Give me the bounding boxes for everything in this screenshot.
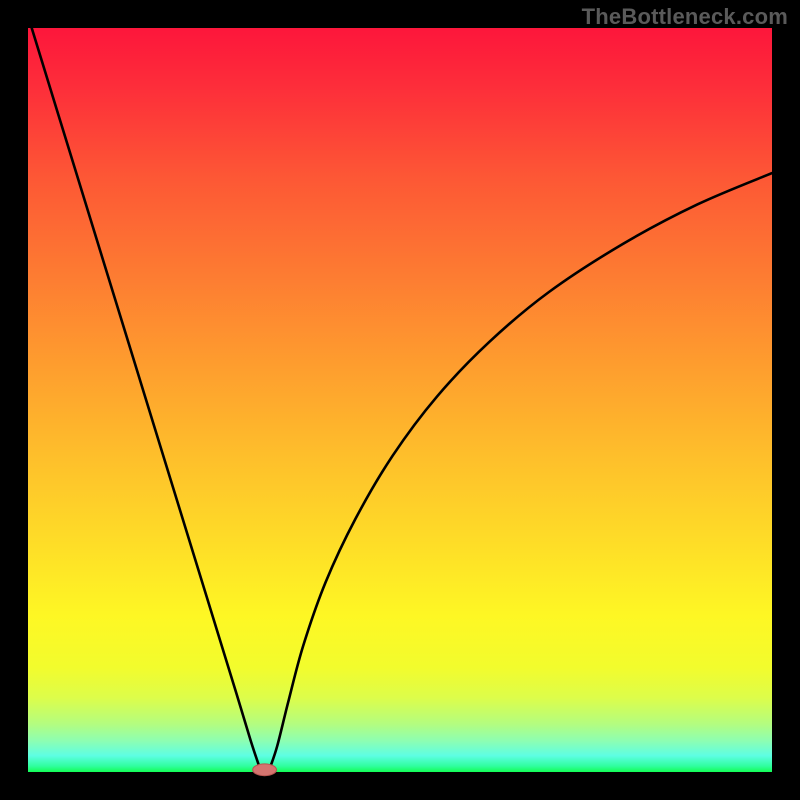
minimum-marker: [253, 764, 277, 776]
plot-background: [28, 28, 772, 772]
bottleneck-chart: TheBottleneck.com: [0, 0, 800, 800]
chart-svg: [0, 0, 800, 800]
watermark-text: TheBottleneck.com: [582, 4, 788, 30]
